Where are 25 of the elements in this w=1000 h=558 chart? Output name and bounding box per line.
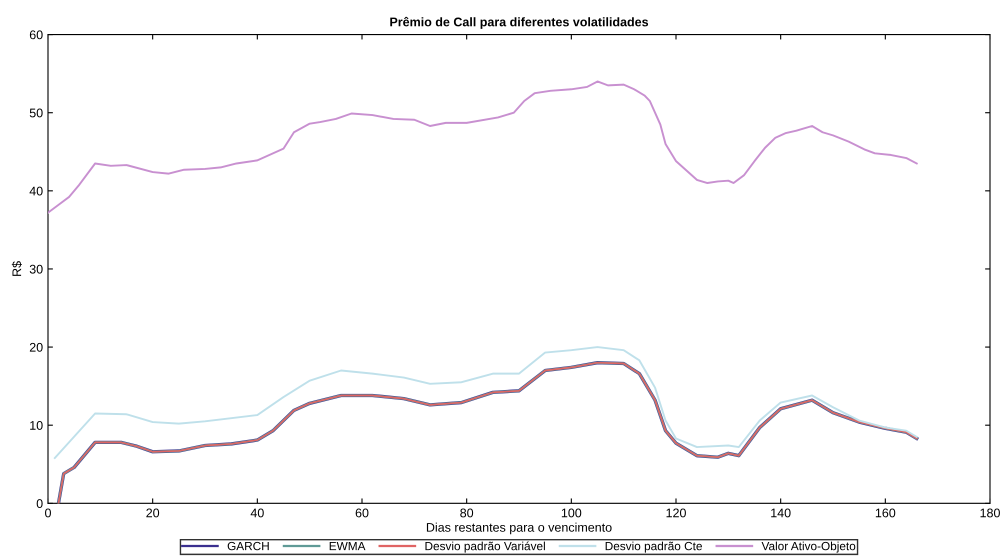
y-axis-title: R$ [12,261,22,276]
x-tick-label: 80 [460,508,474,518]
x-tick-label: 20 [146,508,160,518]
legend-label: EWMA [330,542,366,550]
y-tick-label: 10 [30,420,43,430]
y-tick-label: 20 [30,342,43,352]
x-tick-label: 100 [562,508,582,518]
legend-label: Desvio padrão Cte [606,542,702,553]
x-tick-label: 60 [356,508,368,518]
x-tick-label: 120 [666,508,686,518]
x-tick-label: 180 [980,508,1000,518]
x-axis-title: Dias restantes para o vencimento [426,522,612,534]
y-tick-label: 40 [30,186,43,196]
x-tick-label: 140 [771,508,791,518]
legend-label: GARCH [228,542,269,550]
x-tick-label: 0 [45,508,51,518]
legend-label: Desvio padrão Variável [425,541,545,553]
y-tick-label: 0 [36,499,43,508]
x-tick-label: 40 [250,508,264,518]
chart-title: Prêmio de Call para diferentes volatilidades [390,16,648,29]
x-tick-label: 160 [876,508,896,518]
legend-label: Valor Ativo-Objeto [762,542,856,553]
y-tick-label: 60 [30,30,43,40]
y-tick-label: 50 [30,108,43,118]
y-tick-label: 30 [30,264,43,274]
